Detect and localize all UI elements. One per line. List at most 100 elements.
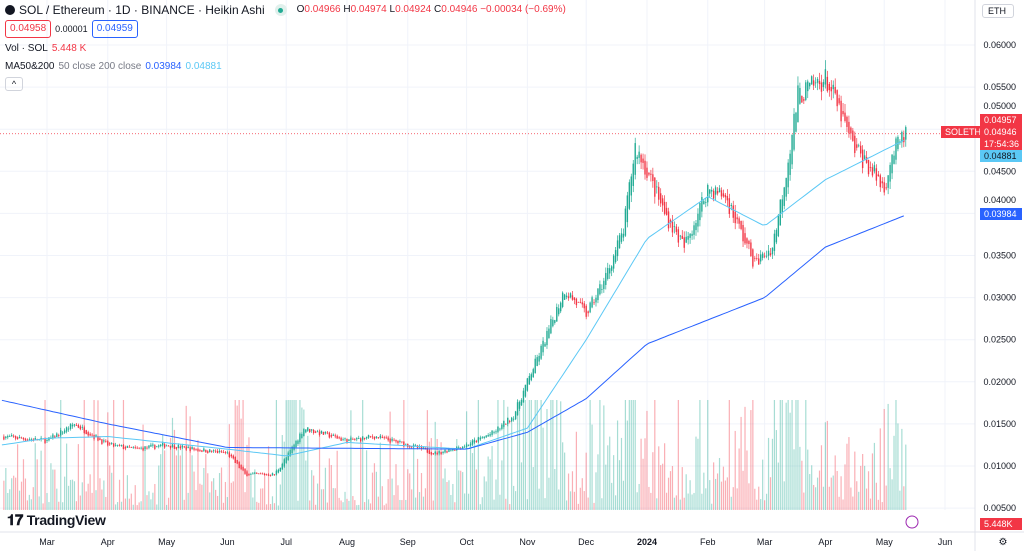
candle (238, 461, 240, 469)
candle (581, 302, 583, 305)
volume-bar (164, 450, 166, 510)
volume-bar (191, 455, 193, 510)
ma-label[interactable]: MA50&200 (5, 61, 55, 72)
lightning-icon[interactable] (905, 515, 919, 529)
volume-bar (536, 400, 538, 510)
volume-bar (122, 400, 125, 510)
candle (569, 293, 572, 298)
candle (463, 446, 466, 448)
candle (283, 459, 285, 467)
candle (136, 447, 138, 449)
candle (350, 437, 352, 441)
candle (193, 448, 195, 450)
candle (95, 435, 97, 437)
volume-bar (315, 504, 317, 510)
sell-button[interactable]: 0.04958 (5, 20, 52, 38)
candle (205, 449, 207, 453)
volume-bar (318, 428, 321, 510)
volume-bar (485, 481, 487, 510)
volume-bar (395, 464, 397, 510)
candle (795, 112, 797, 132)
volume-bar (644, 438, 646, 510)
candle (548, 328, 550, 339)
volume-bar (683, 497, 685, 510)
candle (183, 446, 185, 448)
candle (287, 452, 289, 461)
candle (165, 445, 168, 447)
collapse-legend-button[interactable]: ^ (5, 77, 23, 91)
x-tick-label: Nov (519, 537, 536, 547)
candle (450, 450, 452, 452)
candle (693, 225, 695, 235)
candle (291, 446, 293, 454)
volume-bar (760, 499, 762, 510)
candle (134, 447, 136, 449)
volume-bar (438, 453, 440, 510)
volume-bar (320, 489, 323, 510)
volume-bar (818, 470, 821, 510)
volume-bar (77, 444, 79, 510)
volume-bar (840, 476, 842, 510)
volume-bar (883, 408, 885, 510)
symbol-title[interactable]: SOL / Ethereum · 1D · BINANCE · Heikin A… (19, 3, 265, 17)
volume-bar (581, 478, 583, 510)
volume-bar (126, 475, 128, 510)
volume-label[interactable]: Vol · SOL (5, 43, 48, 54)
candle (595, 297, 597, 303)
candle (24, 438, 27, 441)
volume-bar (816, 477, 819, 510)
settings-icon[interactable]: ⚙ (999, 537, 1008, 548)
candle (222, 451, 225, 453)
candle (610, 266, 613, 271)
candle (618, 235, 621, 249)
currency-button[interactable]: ETH (982, 4, 1014, 18)
candle (267, 474, 270, 476)
volume-bar (713, 462, 715, 510)
volume-bar (822, 486, 825, 510)
candle (426, 448, 429, 453)
volume-bar (740, 416, 742, 510)
volume-bar (250, 474, 252, 510)
candle (30, 439, 33, 441)
volume-bar (528, 400, 530, 510)
volume-bar (716, 473, 719, 510)
volume-bar (130, 493, 132, 510)
volume-bar (195, 490, 197, 510)
candle (867, 159, 870, 175)
volume-bar (593, 502, 595, 510)
candle (338, 437, 340, 439)
volume-bar (205, 453, 207, 510)
candle (652, 174, 654, 182)
candle (391, 438, 393, 441)
volume-bar (209, 492, 211, 510)
volume-bar (452, 483, 454, 510)
volume-bar (381, 486, 383, 510)
volume-bars (3, 400, 907, 510)
candle (814, 82, 817, 84)
candle (685, 236, 687, 243)
volume-bar (211, 481, 213, 510)
candle (803, 99, 805, 101)
candle (805, 82, 807, 100)
candle (603, 280, 605, 290)
candle (626, 195, 629, 223)
candle (579, 301, 582, 303)
candle (828, 83, 831, 91)
volume-bar (497, 400, 499, 510)
tradingview-logo[interactable]: 𝟏𝟕 TradingView (7, 512, 106, 529)
candle (614, 250, 617, 263)
volume-bar (546, 408, 548, 510)
candle (312, 429, 315, 434)
volume-bar (393, 495, 395, 510)
buy-button[interactable]: 0.04959 (91, 20, 138, 38)
volume-bar (197, 439, 199, 510)
candle (854, 135, 856, 154)
volume-bar (722, 466, 725, 510)
volume-bar (399, 499, 401, 510)
volume-bar (424, 488, 427, 510)
y-tick-label: 0.03500 (983, 251, 1016, 261)
y-tick-label: 0.03000 (983, 293, 1016, 303)
volume-bar (607, 445, 609, 510)
candle (58, 435, 60, 437)
